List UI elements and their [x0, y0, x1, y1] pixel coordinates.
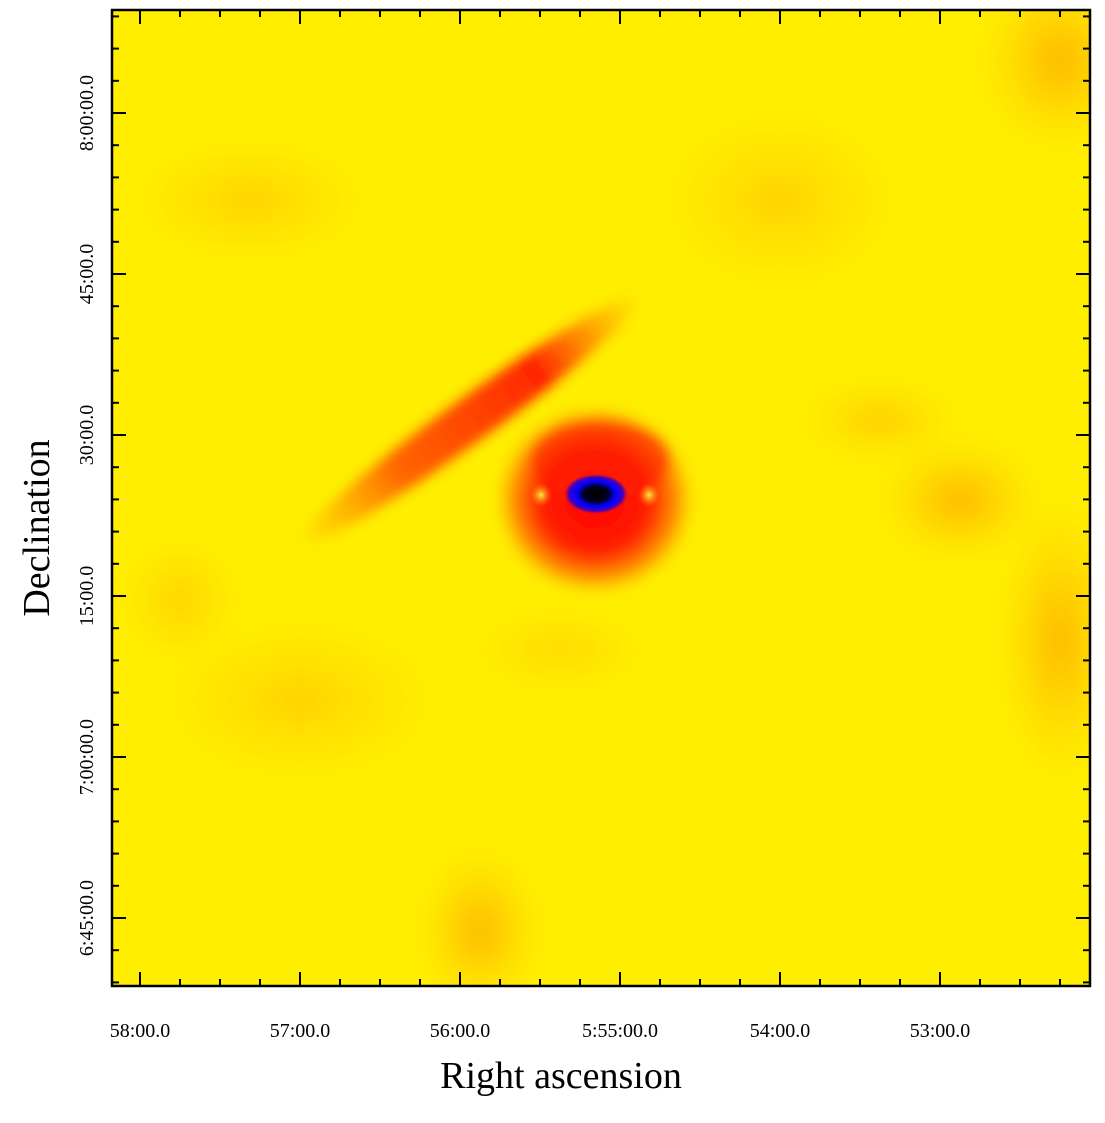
x-tick-label: 56:00.0	[430, 1020, 491, 1042]
y-tick-label: 15:00.0	[76, 566, 98, 627]
x-tick-labels: 58:00.0 57:00.0 56:00.0 5:55:00.0 54:00.…	[110, 1020, 971, 1042]
x-tick-label: 54:00.0	[750, 1020, 811, 1042]
bright-source	[564, 474, 628, 514]
axis-ticks	[112, 10, 1090, 986]
y-tick-labels: 8:00:00.0 45:00.0 30:00.0 15:00.0 7:00:0…	[76, 75, 98, 956]
x-axis-title: Right ascension	[440, 1055, 682, 1097]
x-tick-label: 58:00.0	[110, 1020, 171, 1042]
y-tick-label: 7:00:00.0	[76, 719, 98, 795]
y-tick-label: 8:00:00.0	[76, 75, 98, 151]
x-tick-label: 57:00.0	[270, 1020, 331, 1042]
sidelobe-left	[530, 483, 552, 507]
x-tick-label: 53:00.0	[910, 1020, 971, 1042]
sidelobe-right	[638, 483, 660, 507]
y-tick-label: 6:45:00.0	[76, 880, 98, 956]
sky-image	[112, 10, 1090, 986]
y-tick-label: 45:00.0	[76, 244, 98, 305]
plot-frame	[110, 8, 1092, 988]
x-tick-label: 5:55:00.0	[582, 1020, 658, 1042]
y-tick-label: 30:00.0	[76, 405, 98, 466]
y-axis-title: Declination	[16, 439, 58, 616]
